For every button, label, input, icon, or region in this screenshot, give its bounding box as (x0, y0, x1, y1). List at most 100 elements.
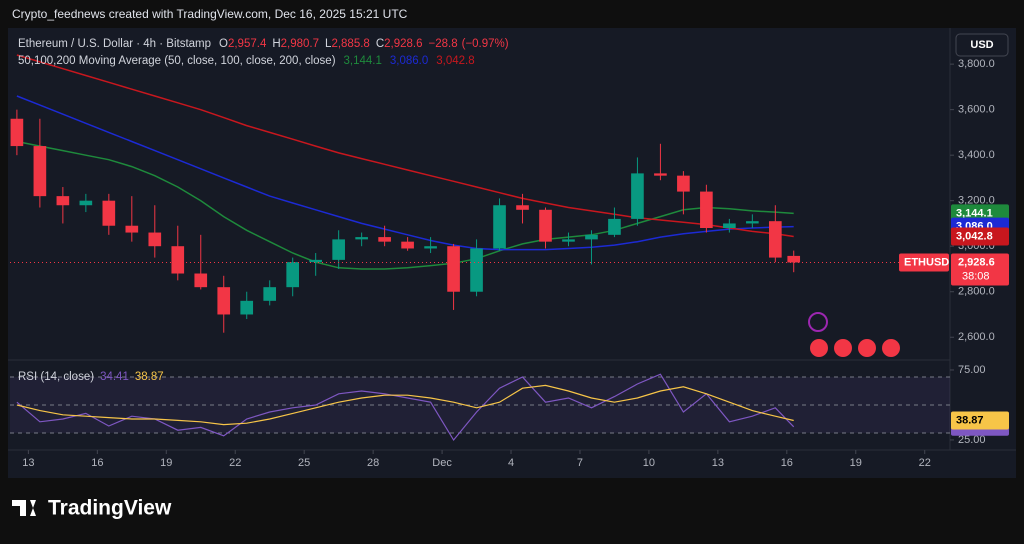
candle-body (470, 248, 483, 292)
x-tick-label: 4 (508, 457, 514, 469)
candle-body (746, 221, 759, 224)
x-tick-label: 22 (919, 457, 931, 469)
candle-body (787, 255, 801, 263)
legend-change: −28.8 (429, 38, 458, 50)
y-tick-label: 3,200.0 (958, 195, 995, 207)
event-icons (808, 312, 900, 357)
moving-average (16, 140, 794, 270)
y-tick-label: 2,800.0 (958, 286, 995, 298)
rsi-title: RSI (14, close) (18, 371, 94, 383)
ma-badge-bg (951, 227, 1009, 246)
symbol-badge-bg (899, 253, 949, 272)
candle-body (148, 232, 162, 247)
legend-value: 2,957.4 (228, 38, 267, 50)
candle-body (585, 234, 598, 240)
brand-logo (12, 500, 36, 516)
price-badge: 2,928.6 (958, 256, 995, 268)
legend-key: H (272, 38, 280, 50)
candle-body (562, 239, 575, 242)
flag-icon (882, 339, 900, 357)
symbol-badge: ETHUSD (904, 256, 949, 268)
flag-icon (858, 339, 876, 357)
candle-body (769, 221, 782, 258)
candle-body (355, 237, 368, 240)
rsi-badge-bg (951, 411, 1009, 430)
candle-body (700, 191, 713, 228)
y-tick-label: 2,600.0 (958, 331, 995, 343)
indicator-title: 50,100,200 Moving Average (50, close, 10… (18, 55, 336, 67)
moving-average (16, 54, 794, 238)
rsi-line (16, 384, 794, 426)
candle-body (194, 273, 208, 288)
x-tick-label: 19 (850, 457, 862, 469)
indicator-value: 3,042.8 (436, 55, 474, 67)
x-tick-label: Dec (432, 457, 452, 469)
candle-body (240, 300, 254, 315)
x-tick-label: 7 (577, 457, 583, 469)
ma-badge: 3,144.1 (956, 207, 993, 219)
candle-body (539, 209, 552, 242)
indicator-value: 3,086.0 (390, 55, 428, 67)
rsi-band (10, 376, 950, 433)
price-badge-bg (951, 253, 1009, 286)
candle-body (102, 200, 116, 226)
x-tick-label: 19 (160, 457, 172, 469)
flag-icon (810, 339, 828, 357)
candle-body (33, 146, 47, 197)
brand-name: TradingView (48, 497, 172, 520)
candle-body (516, 205, 529, 210)
legend-key: L (325, 38, 332, 50)
candle-body (217, 287, 231, 315)
rsi-value: 38.87 (135, 371, 164, 383)
candle-body (608, 218, 621, 235)
legend-key: O (219, 38, 228, 50)
x-tick-label: 28 (367, 457, 379, 469)
legend-key: C (376, 38, 384, 50)
lightning-icon (808, 312, 828, 332)
rsi-legend: RSI (14, close) 34.41 38.87 (18, 371, 164, 383)
candle-body (263, 287, 277, 301)
flag-icon (834, 339, 852, 357)
legend-change-pct: (−0.97%) (462, 38, 509, 50)
x-tick-label: 13 (712, 457, 724, 469)
moving-average (16, 95, 794, 251)
candle-body (378, 237, 391, 242)
x-tick-label: 16 (91, 457, 103, 469)
currency-label[interactable]: USD (970, 39, 993, 51)
y-tick-label: 3,600.0 (958, 104, 995, 116)
candle-body (447, 246, 460, 292)
legend: Ethereum / U.S. Dollar · 4h · Bitstamp O2… (18, 38, 509, 50)
y-tick-label: 3,800.0 (958, 58, 995, 70)
candle-body (723, 223, 736, 228)
candle-body (401, 241, 414, 249)
candle-body (424, 246, 437, 249)
candle-body (56, 196, 70, 206)
legend-value: 2,885.8 (331, 38, 369, 50)
currency-button[interactable] (955, 33, 1009, 57)
legend-value: 2,928.6 (384, 38, 422, 50)
candle-body (677, 175, 690, 192)
candle-body (79, 200, 93, 206)
rsi-value: 34.41 (100, 371, 129, 383)
indicator-value: 3,144.1 (344, 55, 382, 67)
x-tick-label: 16 (781, 457, 793, 469)
candle-body (125, 225, 139, 233)
candle-body (10, 118, 24, 147)
header: Crypto_feednews created with TradingView… (12, 7, 408, 21)
y-tick-label: 75.00 (958, 364, 986, 376)
candle-body (654, 173, 667, 176)
candle-body (309, 259, 322, 263)
y-tick-label: 3,400.0 (958, 149, 995, 161)
rsi-badge: 38.87 (956, 414, 984, 426)
indicator-legend: 50,100,200 Moving Average (50, close, 10… (18, 55, 475, 67)
y-tick-label: 25.00 (958, 434, 986, 446)
x-tick-label: 13 (22, 457, 34, 469)
countdown: 38:08 (962, 270, 990, 282)
candle-body (171, 246, 185, 274)
candle-body (493, 205, 506, 249)
legend-value: 2,980.7 (281, 38, 319, 50)
rsi-line (16, 373, 795, 442)
candle-body (631, 173, 644, 219)
